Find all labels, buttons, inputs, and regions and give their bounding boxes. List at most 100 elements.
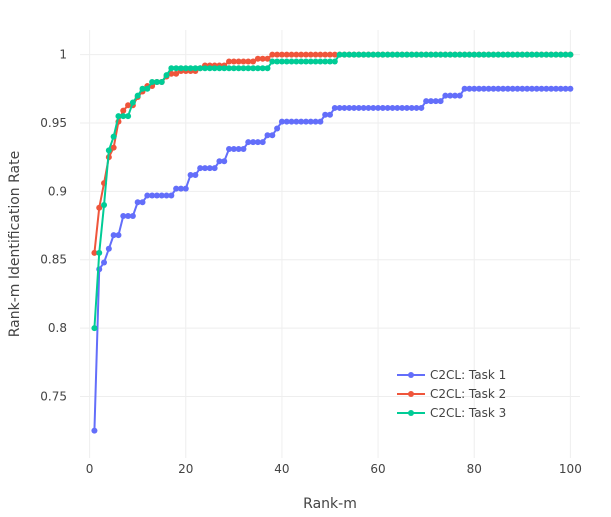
data-point xyxy=(197,65,204,72)
data-point xyxy=(355,51,362,58)
data-point xyxy=(495,85,502,92)
data-point xyxy=(206,65,213,72)
data-point xyxy=(504,51,511,58)
data-point xyxy=(144,85,151,92)
data-point xyxy=(110,133,117,140)
data-point xyxy=(125,212,132,219)
data-point xyxy=(528,51,535,58)
data-point xyxy=(327,111,333,118)
data-point xyxy=(351,104,358,111)
data-point xyxy=(278,58,285,65)
data-point xyxy=(120,113,127,120)
data-point xyxy=(500,51,507,58)
data-point xyxy=(322,58,329,65)
data-point xyxy=(288,51,295,58)
data-point xyxy=(288,118,295,125)
legend-label: C2CL: Task 2 xyxy=(430,387,506,401)
data-point xyxy=(327,51,333,58)
data-point xyxy=(322,51,329,58)
legend-item[interactable]: C2CL: Task 3 xyxy=(397,406,506,420)
data-point xyxy=(452,51,458,58)
data-point xyxy=(250,139,257,146)
data-point xyxy=(153,78,160,85)
data-point xyxy=(548,51,555,58)
y-tick-labels: 0.75 0.8 0.85 0.9 0.95 1 xyxy=(40,48,67,404)
data-point xyxy=(312,58,319,65)
data-point xyxy=(110,232,117,239)
data-point xyxy=(514,51,521,58)
data-point xyxy=(307,58,314,65)
x-tick-label: 100 xyxy=(559,462,582,476)
data-point xyxy=(519,85,526,92)
legend-item[interactable]: C2CL: Task 2 xyxy=(397,387,506,401)
data-point xyxy=(274,58,281,65)
data-point xyxy=(394,51,401,58)
data-point xyxy=(447,92,454,99)
data-point xyxy=(302,58,309,65)
data-point xyxy=(293,118,300,125)
data-point xyxy=(110,144,117,151)
data-point xyxy=(389,51,396,58)
y-tick-label: 0.75 xyxy=(40,389,67,403)
x-axis-title: Rank-m xyxy=(303,496,357,512)
data-point xyxy=(245,58,252,65)
data-point xyxy=(192,65,199,72)
data-point xyxy=(293,58,300,65)
legend-item[interactable]: C2CL: Task 1 xyxy=(397,368,506,382)
data-point xyxy=(427,98,434,105)
data-point xyxy=(96,249,103,256)
data-point xyxy=(336,104,343,111)
x-tick-label: 40 xyxy=(274,462,289,476)
data-point xyxy=(91,325,98,332)
data-point xyxy=(177,185,184,192)
data-point xyxy=(264,65,271,72)
data-point xyxy=(105,147,112,154)
data-point xyxy=(562,51,569,58)
data-point xyxy=(259,55,266,62)
y-tick-label: 0.9 xyxy=(48,184,67,198)
data-point xyxy=(202,65,208,72)
data-point xyxy=(173,185,180,192)
data-point xyxy=(480,85,487,92)
data-point xyxy=(346,51,353,58)
data-point xyxy=(226,145,233,152)
series-layer xyxy=(91,51,574,434)
data-point xyxy=(269,132,276,139)
data-point xyxy=(312,118,319,125)
data-point xyxy=(115,113,122,120)
data-point xyxy=(168,65,175,72)
data-point xyxy=(134,92,141,99)
data-point xyxy=(158,192,165,199)
data-point xyxy=(158,78,165,85)
data-point xyxy=(471,51,478,58)
data-point xyxy=(519,51,526,58)
data-point xyxy=(384,104,391,111)
data-point xyxy=(139,85,146,92)
data-point xyxy=(278,118,285,125)
data-point xyxy=(322,111,329,118)
data-point xyxy=(524,85,531,92)
data-point xyxy=(254,55,261,62)
data-point xyxy=(466,85,473,92)
data-point xyxy=(101,259,108,266)
data-point xyxy=(442,51,449,58)
data-point xyxy=(399,104,406,111)
data-point xyxy=(389,104,396,111)
data-point xyxy=(173,65,180,72)
data-point xyxy=(504,85,511,92)
legend[interactable]: C2CL: Task 1 C2CL: Task 2 C2CL: Task 3 xyxy=(397,368,506,420)
data-point xyxy=(264,132,271,139)
data-point xyxy=(408,51,415,58)
legend-label: C2CL: Task 1 xyxy=(430,368,506,382)
data-point xyxy=(456,51,463,58)
data-point xyxy=(226,58,233,65)
data-point xyxy=(336,51,343,58)
data-point xyxy=(192,171,199,178)
data-point xyxy=(379,51,386,58)
data-point xyxy=(456,92,463,99)
data-point xyxy=(403,104,410,111)
data-point xyxy=(533,85,540,92)
data-point xyxy=(538,51,545,58)
data-point xyxy=(379,104,386,111)
